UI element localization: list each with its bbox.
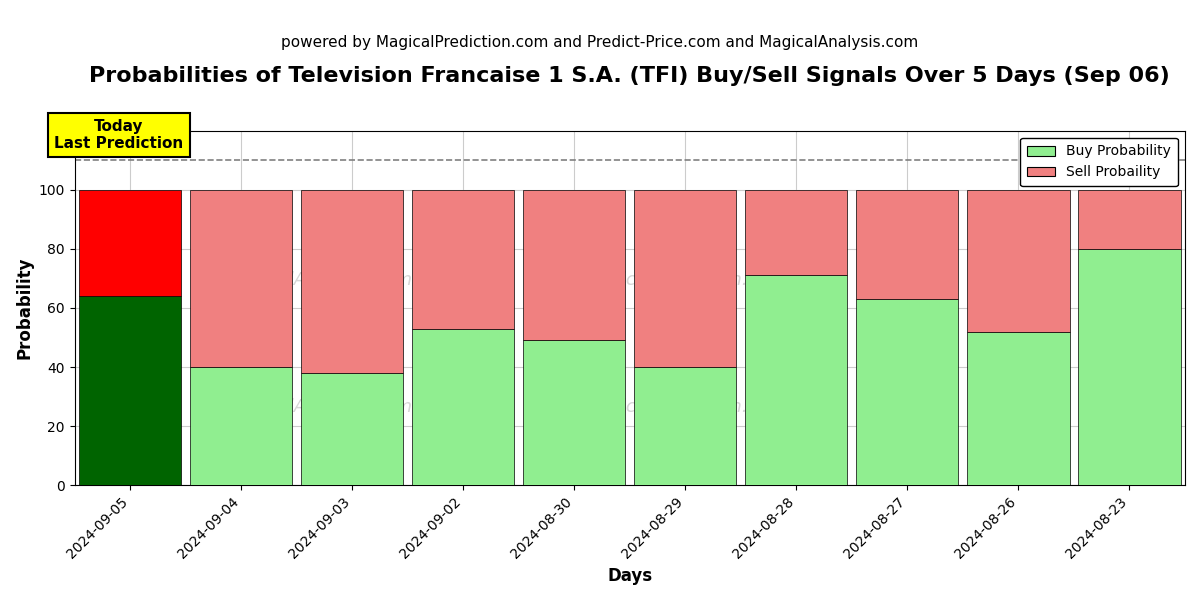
Bar bbox=[967, 190, 1069, 332]
Bar bbox=[967, 332, 1069, 485]
Bar bbox=[1079, 190, 1181, 249]
Bar bbox=[635, 190, 737, 367]
Text: MagicalPrediction.com: MagicalPrediction.com bbox=[584, 271, 787, 289]
Bar bbox=[1079, 249, 1181, 485]
Bar bbox=[79, 190, 181, 296]
Bar bbox=[523, 340, 625, 485]
Legend: Buy Probability, Sell Probaility: Buy Probability, Sell Probaility bbox=[1020, 137, 1178, 187]
Bar bbox=[412, 190, 515, 329]
Bar bbox=[523, 190, 625, 340]
Bar bbox=[190, 367, 293, 485]
Y-axis label: Probability: Probability bbox=[16, 257, 34, 359]
Bar bbox=[301, 373, 403, 485]
Bar bbox=[857, 299, 959, 485]
Text: MagicalAnalysis.com: MagicalAnalysis.com bbox=[226, 271, 413, 289]
Title: Probabilities of Television Francaise 1 S.A. (TFI) Buy/Sell Signals Over 5 Days : Probabilities of Television Francaise 1 … bbox=[90, 66, 1170, 86]
Bar bbox=[745, 275, 847, 485]
Bar bbox=[301, 190, 403, 373]
Text: powered by MagicalPrediction.com and Predict-Price.com and MagicalAnalysis.com: powered by MagicalPrediction.com and Pre… bbox=[281, 35, 919, 50]
Bar bbox=[412, 329, 515, 485]
Text: MagicalPrediction.com: MagicalPrediction.com bbox=[584, 398, 787, 416]
Bar bbox=[190, 190, 293, 367]
Bar bbox=[857, 190, 959, 299]
Bar bbox=[745, 190, 847, 275]
Text: Today
Last Prediction: Today Last Prediction bbox=[54, 119, 184, 151]
Text: MagicalAnalysis.com: MagicalAnalysis.com bbox=[226, 398, 413, 416]
X-axis label: Days: Days bbox=[607, 567, 653, 585]
Bar bbox=[635, 367, 737, 485]
Bar bbox=[79, 296, 181, 485]
